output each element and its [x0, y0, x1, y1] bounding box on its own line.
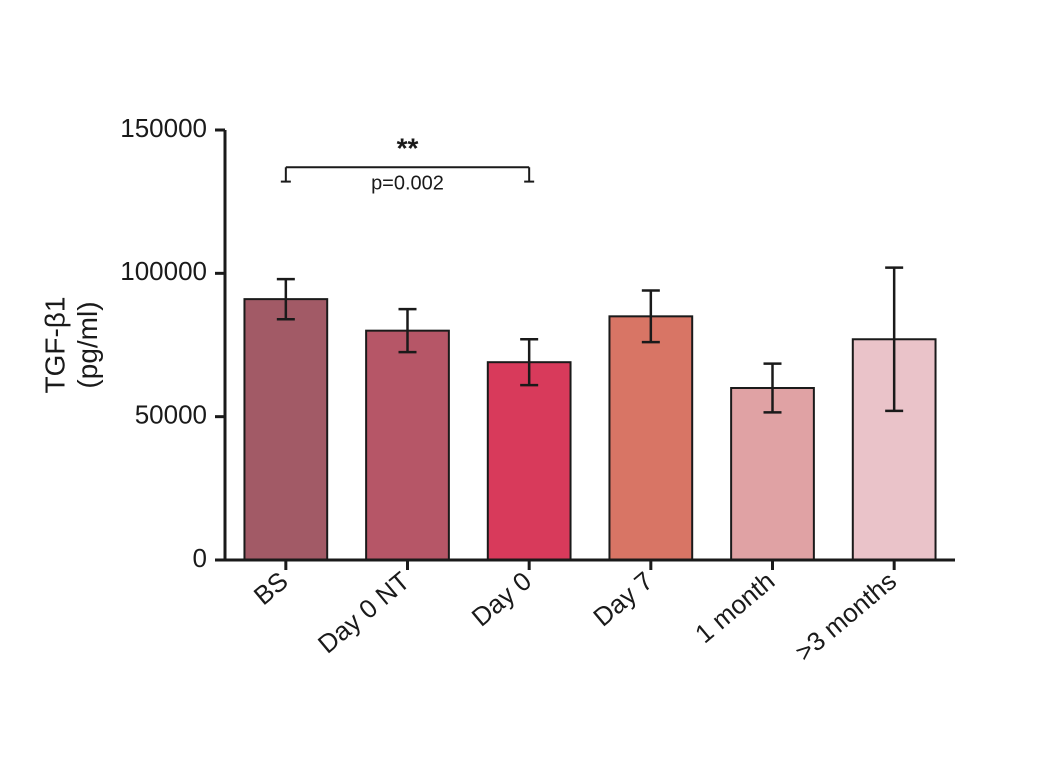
ytick-label: 150000	[120, 113, 207, 143]
bar	[731, 388, 814, 560]
ytick-label: 0	[193, 543, 207, 573]
bar-chart: 050000100000150000BSDay 0 NTDay 0Day 71 …	[0, 0, 1055, 777]
sig-p-label: p=0.002	[371, 172, 444, 194]
chart-svg: 050000100000150000BSDay 0 NTDay 0Day 71 …	[0, 0, 1055, 777]
y-axis-label: TGF-β1(pg/ml)	[40, 297, 103, 394]
bar	[488, 362, 571, 560]
bar	[609, 316, 692, 560]
sig-stars: **	[397, 132, 419, 163]
ytick-label: 50000	[135, 400, 207, 430]
ytick-label: 100000	[120, 256, 207, 286]
bar	[244, 299, 327, 560]
bar	[366, 331, 449, 560]
